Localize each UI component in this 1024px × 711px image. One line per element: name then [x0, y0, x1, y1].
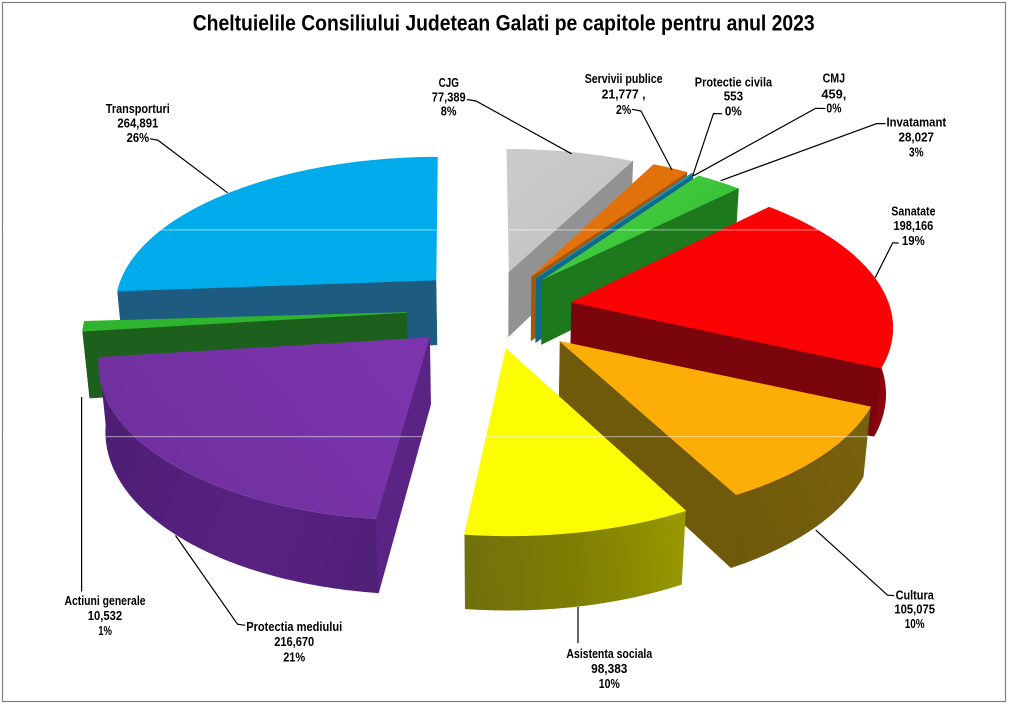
svg-text:Actiuni generale: Actiuni generale — [65, 593, 146, 608]
svg-text:Cultura: Cultura — [896, 588, 935, 603]
svg-text:8%: 8% — [441, 104, 457, 119]
svg-text:198,166: 198,166 — [894, 218, 934, 233]
svg-text:Asistenta sociala: Asistenta sociala — [566, 646, 652, 661]
svg-text:19%: 19% — [902, 233, 925, 248]
svg-text:10%: 10% — [905, 616, 925, 631]
svg-text:0%: 0% — [725, 104, 742, 119]
svg-text:77,389: 77,389 — [432, 89, 466, 104]
svg-text:216,670: 216,670 — [274, 634, 314, 649]
svg-text:553: 553 — [724, 89, 743, 104]
svg-text:26%: 26% — [127, 130, 150, 145]
svg-text:28,027: 28,027 — [899, 129, 935, 144]
svg-text:Invatamant: Invatamant — [887, 115, 947, 130]
svg-text:Protectia mediului: Protectia mediului — [246, 619, 342, 634]
svg-text:CJG: CJG — [439, 75, 459, 90]
svg-text:Transporturi: Transporturi — [106, 101, 170, 116]
svg-text:1%: 1% — [98, 623, 112, 638]
svg-text:105,075: 105,075 — [894, 602, 935, 617]
svg-text:Sanatate: Sanatate — [891, 204, 935, 219]
svg-text:Servivii publice: Servivii publice — [585, 71, 663, 86]
svg-text:CMJ: CMJ — [823, 70, 846, 85]
svg-text:2%: 2% — [616, 102, 632, 117]
svg-text:264,891: 264,891 — [117, 115, 158, 130]
svg-text:Cheltuielile Consiliului Judet: Cheltuielile Consiliului Judetean Galati… — [193, 11, 815, 36]
svg-text:3%: 3% — [909, 144, 924, 159]
svg-text:21%: 21% — [283, 650, 305, 665]
svg-text:10,532: 10,532 — [88, 608, 122, 623]
svg-text:98,383: 98,383 — [591, 661, 627, 676]
svg-text:Protectie civila: Protectie civila — [695, 75, 773, 90]
svg-text:0%: 0% — [826, 100, 841, 115]
svg-text:21,777 ,: 21,777 , — [602, 87, 646, 102]
svg-text:10%: 10% — [599, 676, 620, 691]
svg-text:459,: 459, — [821, 86, 846, 101]
